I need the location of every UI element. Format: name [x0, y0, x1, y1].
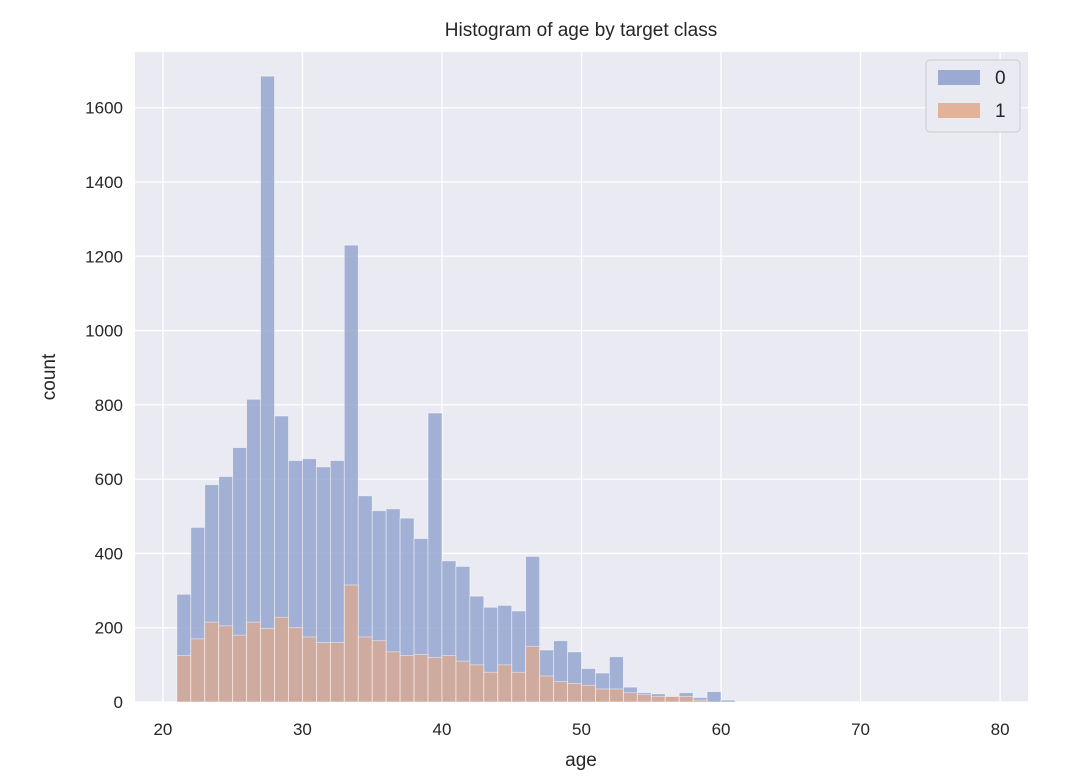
y-tick-label: 1000 [85, 322, 123, 341]
series-1-bars [176, 584, 708, 703]
x-tick-label: 30 [293, 720, 312, 739]
series-1-bar [302, 636, 317, 703]
y-tick-label: 1600 [85, 99, 123, 118]
legend: 0 1 [925, 59, 1021, 133]
y-tick-label: 200 [95, 619, 123, 638]
series-1-bar [288, 627, 303, 703]
series-1-bar [664, 696, 680, 703]
series-1-bar [232, 634, 248, 703]
series-1-bar [692, 699, 708, 703]
series-1-bar [511, 671, 527, 703]
series-1-bar [595, 688, 610, 703]
series-1-bar [371, 640, 387, 703]
series-1-bar [246, 621, 261, 703]
series-1-bar [678, 696, 694, 703]
legend-swatch-0 [938, 70, 980, 85]
series-1-bar [190, 638, 206, 703]
x-tick-label: 80 [991, 720, 1010, 739]
series-1-bar [357, 636, 373, 703]
series-1-bar [650, 696, 666, 703]
y-tick-label: 800 [95, 396, 123, 415]
series-1-bar [399, 655, 415, 703]
series-1-bar [636, 694, 652, 703]
x-tick-label: 50 [572, 720, 591, 739]
series-1-bar [204, 621, 220, 703]
series-0-bar [260, 75, 275, 703]
x-axis-label: age [565, 750, 597, 771]
x-tick-label: 60 [712, 720, 731, 739]
y-tick-label: 600 [95, 470, 123, 489]
series-1-bar [441, 655, 457, 703]
series-0-bar [720, 699, 736, 703]
series-1-bar [329, 642, 345, 703]
y-tick-labels: 0 200 400 600 800 1000 1200 1400 1600 [85, 99, 123, 712]
series-1-bar [274, 616, 289, 703]
legend-swatch-1 [938, 103, 980, 118]
series-1-bar [260, 628, 275, 703]
y-tick-label: 0 [114, 693, 123, 712]
series-1-bar [469, 664, 485, 703]
series-1-bar [609, 688, 624, 703]
series-1-bar [483, 671, 499, 703]
series-1-bar [413, 654, 429, 703]
legend-label-1: 1 [995, 101, 1006, 122]
x-tick-label: 70 [851, 720, 870, 739]
series-1-bar [622, 692, 638, 703]
series-1-bar [567, 683, 582, 703]
legend-label-0: 0 [995, 68, 1006, 89]
series-1-bar [553, 681, 568, 703]
series-1-bar [497, 664, 513, 703]
series-1-bar [385, 651, 401, 703]
series-1-bar [218, 625, 234, 703]
y-axis-label: count [39, 353, 60, 400]
x-tick-labels: 20 30 40 50 60 70 80 [153, 720, 1009, 739]
series-1-bar [539, 675, 554, 703]
series-1-bar [343, 584, 359, 703]
series-1-bar [581, 684, 596, 703]
y-tick-label: 1200 [85, 247, 123, 266]
series-1-bar [315, 642, 331, 703]
y-tick-label: 400 [95, 544, 123, 563]
y-tick-label: 1400 [85, 173, 123, 192]
series-1-bar [176, 655, 192, 703]
series-1-bar [455, 660, 471, 703]
chart-title: Histogram of age by target class [445, 20, 717, 41]
series-1-bar [427, 657, 443, 703]
series-1-bar [525, 645, 541, 703]
series-0-bar [706, 691, 722, 703]
x-tick-label: 40 [433, 720, 452, 739]
x-tick-label: 20 [153, 720, 172, 739]
